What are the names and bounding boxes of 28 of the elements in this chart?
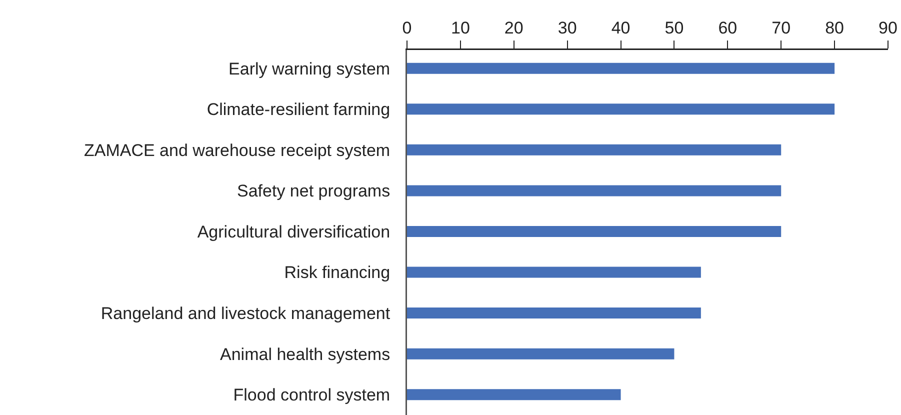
y-tick-label: ZAMACE and warehouse receipt system xyxy=(84,140,390,160)
x-tick-label: 20 xyxy=(504,18,524,38)
y-tick-label: Risk financing xyxy=(284,263,390,282)
x-tick-label: 40 xyxy=(611,18,630,38)
x-tick-label: 90 xyxy=(878,18,898,38)
bar xyxy=(407,308,701,319)
y-tick-label: Agricultural diversification xyxy=(197,222,390,242)
bar xyxy=(407,389,621,400)
y-tick-label: Safety net programs xyxy=(237,182,390,201)
x-tick-label: 60 xyxy=(718,18,738,38)
x-tick-label: 80 xyxy=(825,18,844,38)
bar xyxy=(407,104,835,115)
bar xyxy=(407,266,701,278)
x-tick-label: 30 xyxy=(558,18,577,38)
x-tick-label: 10 xyxy=(450,18,470,38)
bar xyxy=(407,348,674,360)
bar xyxy=(407,144,782,156)
x-tick-label: 50 xyxy=(664,18,684,38)
y-tick-label: Climate-resilient farming xyxy=(206,100,390,120)
y-tick-label: Early warning system xyxy=(228,59,390,78)
bar xyxy=(407,226,782,237)
y-tick-label: Flood control system xyxy=(233,386,390,405)
y-tick-label: Rangeland and livestock management xyxy=(100,304,390,323)
bar xyxy=(407,62,835,74)
y-tick-label: Animal health systems xyxy=(220,344,390,364)
bar xyxy=(407,185,782,196)
x-tick-label: 70 xyxy=(772,18,791,38)
x-tick-label: 0 xyxy=(402,18,412,38)
